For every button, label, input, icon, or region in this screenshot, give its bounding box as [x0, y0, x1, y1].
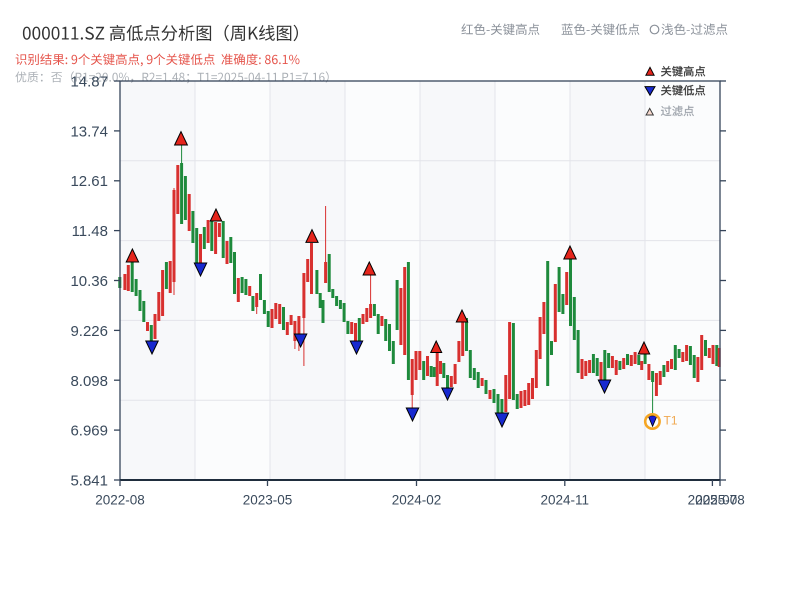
svg-text:2025-08: 2025-08: [695, 493, 745, 508]
svg-text:2024-02: 2024-02: [392, 493, 442, 508]
svg-text:9.226: 9.226: [70, 323, 108, 340]
svg-text:14.87: 14.87: [70, 74, 108, 91]
svg-text:12.61: 12.61: [70, 173, 108, 190]
svg-text:5.841: 5.841: [70, 473, 108, 490]
svg-text:8.098: 8.098: [70, 373, 108, 390]
svg-text:2025-07: 2025-07: [688, 493, 738, 508]
svg-text:10.36: 10.36: [70, 273, 108, 290]
svg-text:11.48: 11.48: [72, 223, 108, 240]
svg-text:T1: T1: [664, 414, 678, 428]
svg-text:2024-11: 2024-11: [541, 493, 590, 508]
svg-text:2022-08: 2022-08: [95, 493, 145, 508]
svg-text:13.74: 13.74: [70, 123, 108, 140]
svg-text:2023-05: 2023-05: [243, 493, 293, 508]
svg-text:6.969: 6.969: [70, 423, 108, 440]
